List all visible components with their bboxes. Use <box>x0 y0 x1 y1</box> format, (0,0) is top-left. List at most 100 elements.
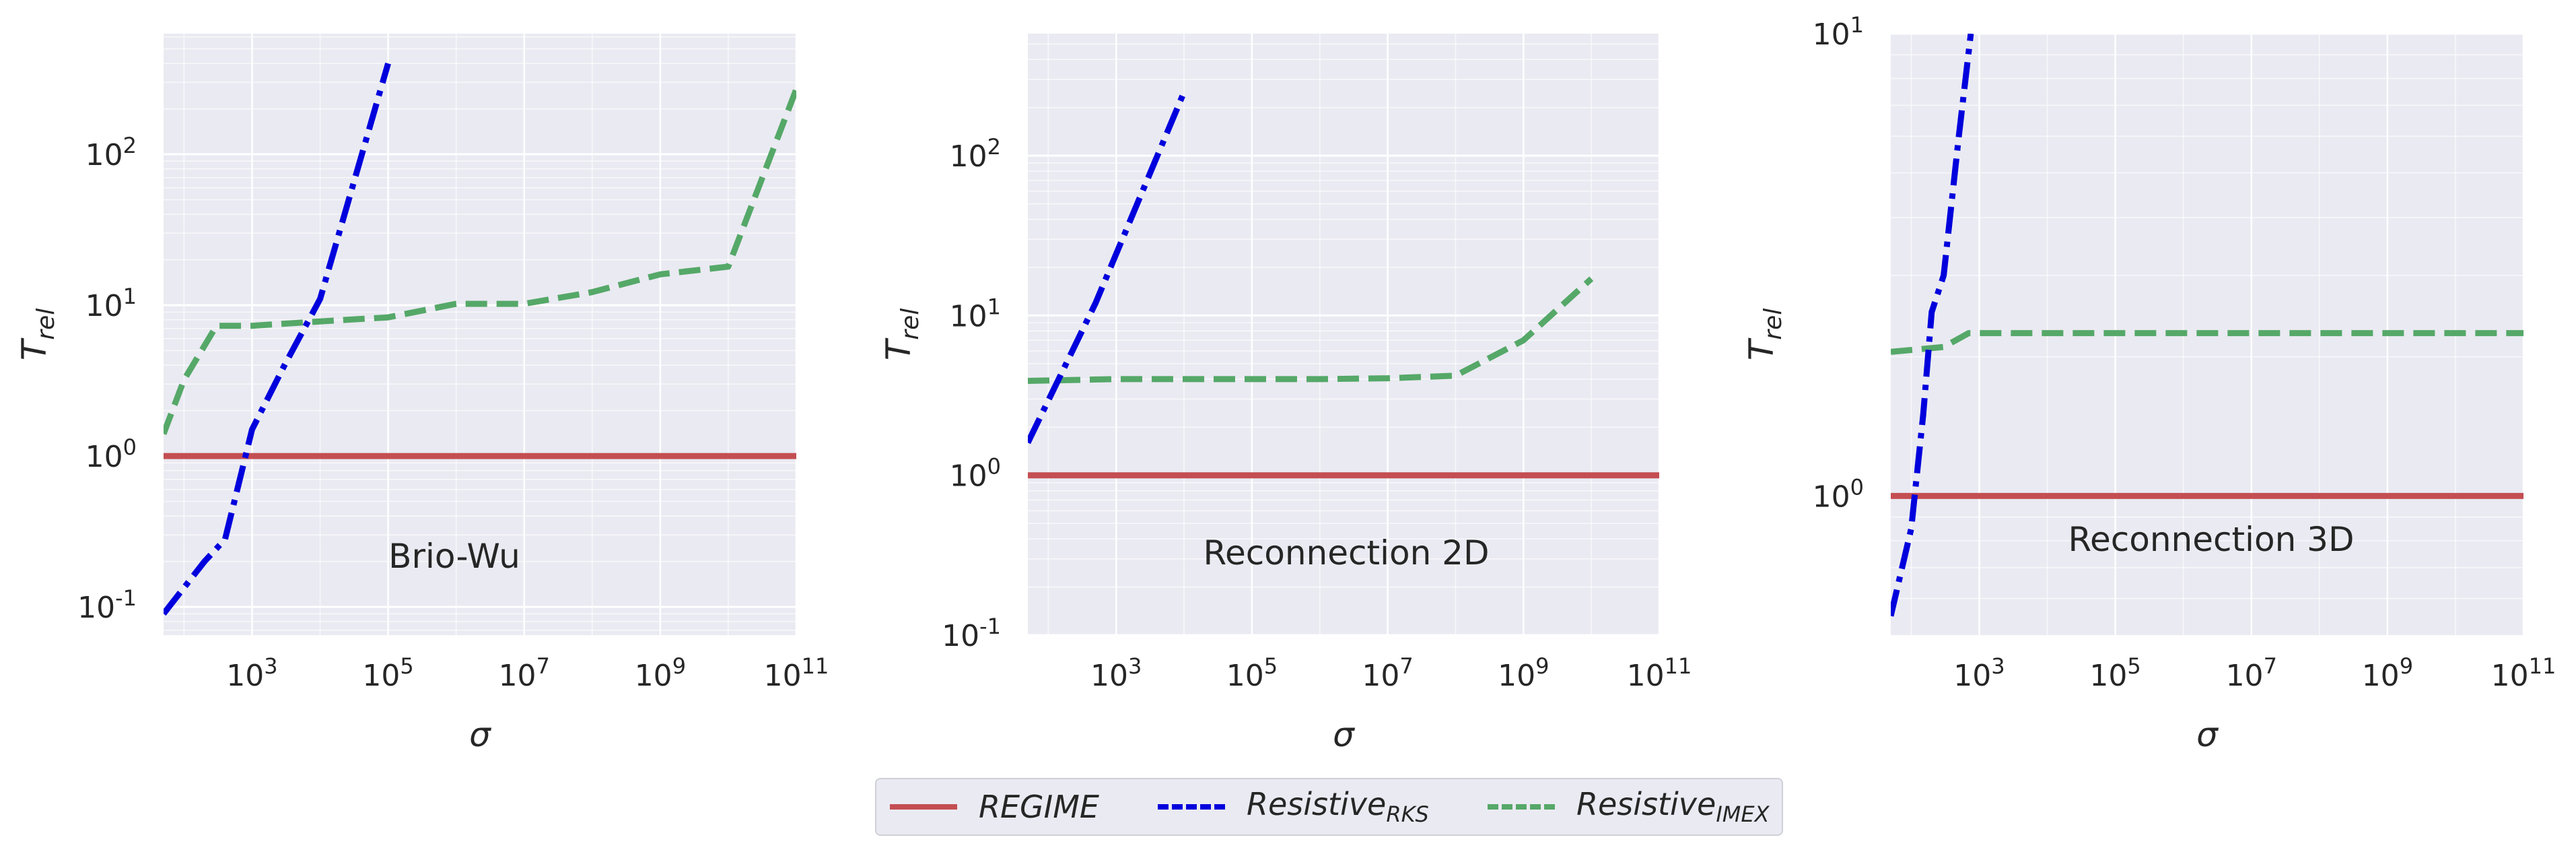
x-axis-label: σ <box>2196 715 2219 754</box>
x-tick-exp: 7 <box>1399 653 1413 679</box>
x-tick-label: 103 <box>226 653 277 693</box>
x-tick-label: 1011 <box>1627 653 1692 693</box>
x-tick-label: 1011 <box>764 653 829 693</box>
panel-annotation: Reconnection 2D <box>1204 533 1490 572</box>
x-tick-label: 103 <box>1090 653 1142 693</box>
series-line-imex <box>1028 276 1594 384</box>
y-axis-label: Trel <box>1742 308 1787 361</box>
x-tick-exp: 11 <box>802 653 829 679</box>
x-tick-exp: 5 <box>2127 653 2140 679</box>
legend-sub-rks: RKS <box>1386 801 1429 828</box>
x-tick-label: 109 <box>635 653 686 693</box>
y-tick-exp: 1 <box>1850 12 1864 38</box>
x-tick-base: 10 <box>226 659 264 693</box>
x-tick-base: 10 <box>2491 659 2529 693</box>
x-tick-exp: 7 <box>2264 653 2277 679</box>
legend: REGIME ResistiveRKS ResistiveIMEX <box>875 778 1783 836</box>
y-tick-base: 10 <box>942 619 979 653</box>
y-tick-label: 100 <box>950 454 1001 494</box>
series-line-rks <box>1891 34 1974 617</box>
x-tick-base: 10 <box>362 659 400 693</box>
x-tick-base: 10 <box>1090 659 1128 693</box>
x-tick-exp: 11 <box>2529 653 2556 679</box>
x-axis-label: σ <box>1333 715 1355 754</box>
x-tick-label: 1011 <box>2491 653 2556 693</box>
y-tick-exp: 0 <box>123 434 137 460</box>
legend-line-regime <box>890 804 957 810</box>
y-tick-exp: -1 <box>115 585 137 611</box>
y-axis-label-base: T <box>15 337 54 360</box>
y-tick-exp: 1 <box>123 284 137 309</box>
y-tick-label: 100 <box>85 434 137 474</box>
series-line-imex <box>1891 330 2523 355</box>
x-tick-exp: 5 <box>400 653 413 679</box>
y-tick-label: 101 <box>950 294 1001 333</box>
legend-item-regime: REGIME <box>890 779 1099 834</box>
series-line-rks <box>164 62 391 616</box>
panel-annotation: Brio-Wu <box>388 537 520 576</box>
legend-label-rks: ResistiveRKS <box>1247 786 1429 828</box>
x-tick-label: 107 <box>2226 653 2277 693</box>
x-tick-exp: 3 <box>1991 653 2005 679</box>
panel-annotation: Reconnection 3D <box>2068 520 2355 559</box>
series-line-rks <box>1028 90 1187 445</box>
plot-background <box>1028 34 1659 635</box>
y-tick-label: 10-1 <box>77 585 137 625</box>
y-axis-label: Trel <box>15 308 60 361</box>
x-tick-exp: 9 <box>2400 653 2413 679</box>
y-tick-base: 10 <box>1813 480 1850 514</box>
y-tick-label: 101 <box>85 284 137 323</box>
legend-sub-imex: IMEX <box>1716 801 1770 828</box>
x-tick-exp: 3 <box>1128 653 1142 679</box>
y-tick-base: 10 <box>1813 18 1850 52</box>
y-tick-base: 10 <box>85 138 123 172</box>
legend-item-rks: ResistiveRKS <box>1158 779 1429 834</box>
x-tick-exp: 9 <box>672 653 686 679</box>
x-tick-exp: 3 <box>264 653 277 679</box>
legend-line-rks <box>1158 804 1225 810</box>
y-tick-exp: -1 <box>979 614 1001 639</box>
x-tick-label: 107 <box>499 653 550 693</box>
x-tick-base: 10 <box>1498 659 1535 693</box>
y-tick-exp: 0 <box>987 454 1001 480</box>
legend-item-imex: ResistiveIMEX <box>1488 779 1770 834</box>
y-tick-exp: 2 <box>123 133 137 158</box>
x-tick-exp: 9 <box>1535 653 1549 679</box>
x-tick-base: 10 <box>635 659 672 693</box>
y-axis-label-base: T <box>1742 337 1781 360</box>
y-tick-label: 101 <box>1813 12 1864 52</box>
x-axis-label: σ <box>469 715 491 754</box>
y-tick-label: 102 <box>85 133 137 172</box>
x-tick-base: 10 <box>2089 659 2127 693</box>
legend-line-imex <box>1488 804 1555 810</box>
legend-label-imex: ResistiveIMEX <box>1576 786 1770 828</box>
y-tick-base: 10 <box>950 459 987 494</box>
x-tick-label: 109 <box>2362 653 2413 693</box>
legend-label-regime: REGIME <box>979 789 1099 825</box>
x-tick-base: 10 <box>1953 659 1991 693</box>
y-tick-base: 10 <box>85 440 123 474</box>
x-tick-label: 109 <box>1498 653 1549 693</box>
x-tick-base: 10 <box>1362 659 1399 693</box>
y-tick-base: 10 <box>950 139 987 174</box>
x-tick-base: 10 <box>499 659 536 693</box>
x-tick-exp: 5 <box>1264 653 1278 679</box>
series-line-imex <box>164 88 796 435</box>
y-tick-label: 10-1 <box>942 614 1001 653</box>
y-tick-base: 10 <box>85 289 123 323</box>
y-axis-label-sub: rel <box>897 308 924 340</box>
x-tick-exp: 11 <box>1665 653 1692 679</box>
y-tick-base: 10 <box>77 591 115 625</box>
y-tick-base: 10 <box>950 299 987 333</box>
x-tick-base: 10 <box>1226 659 1264 693</box>
x-tick-base: 10 <box>1627 659 1665 693</box>
x-tick-exp: 7 <box>536 653 550 679</box>
y-axis-label-base: T <box>879 337 918 360</box>
x-tick-label: 107 <box>1362 653 1413 693</box>
x-tick-label: 105 <box>362 653 413 693</box>
y-tick-exp: 0 <box>1850 474 1864 500</box>
y-tick-exp: 1 <box>987 294 1001 319</box>
